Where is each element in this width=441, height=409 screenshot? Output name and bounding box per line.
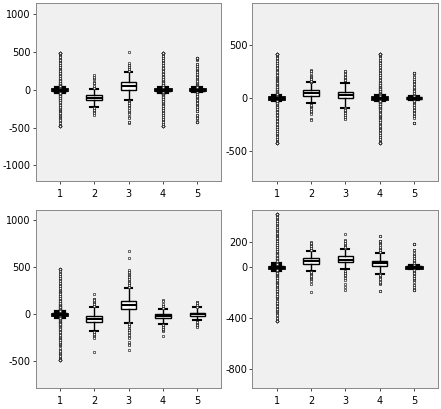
PathPatch shape (338, 256, 353, 262)
PathPatch shape (52, 89, 67, 90)
PathPatch shape (372, 97, 388, 99)
PathPatch shape (269, 97, 284, 99)
PathPatch shape (121, 301, 136, 309)
PathPatch shape (190, 313, 205, 316)
PathPatch shape (303, 258, 319, 263)
PathPatch shape (269, 267, 284, 268)
PathPatch shape (86, 95, 102, 100)
PathPatch shape (407, 98, 422, 99)
PathPatch shape (303, 90, 319, 96)
PathPatch shape (121, 82, 136, 90)
PathPatch shape (338, 92, 353, 98)
PathPatch shape (52, 314, 67, 315)
PathPatch shape (372, 261, 388, 266)
PathPatch shape (86, 316, 102, 322)
PathPatch shape (190, 89, 205, 90)
PathPatch shape (155, 315, 171, 318)
PathPatch shape (155, 89, 171, 90)
